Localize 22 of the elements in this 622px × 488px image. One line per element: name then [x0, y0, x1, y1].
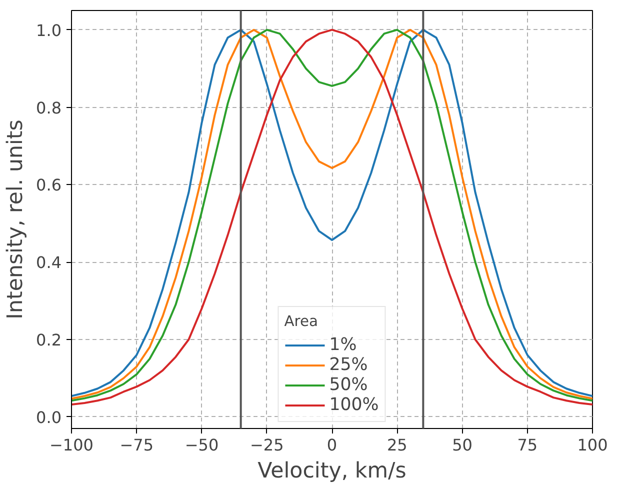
- x-tick-label: −75: [120, 436, 154, 454]
- y-tick-label: 0.4: [36, 253, 62, 272]
- x-tick-label: 100: [577, 436, 608, 454]
- y-tick-label: 0.6: [36, 176, 62, 195]
- legend-label: 25%: [329, 355, 368, 375]
- y-tick-label: 0.8: [36, 98, 62, 118]
- x-tick-label: −100: [50, 436, 94, 454]
- y-axis-title: Intensity, rel. units: [3, 120, 28, 320]
- x-tick-label: −25: [250, 436, 284, 454]
- y-tick-label: 1.0: [36, 20, 62, 40]
- legend-label: 1%: [329, 335, 357, 355]
- x-tick-label: −50: [184, 436, 219, 454]
- legend-title: Area: [284, 313, 319, 330]
- y-tick-label: 0.2: [36, 330, 62, 350]
- x-tick-label: 75: [517, 436, 538, 454]
- x-tick-label: 50: [452, 436, 472, 454]
- y-tick-label: 0.0: [36, 408, 62, 427]
- x-axis-title: Velocity, km/s: [258, 458, 406, 484]
- x-tick-label: 25: [386, 436, 408, 454]
- x-tick-label: 0: [326, 436, 338, 454]
- legend-label: 100%: [329, 395, 379, 415]
- legend-label: 50%: [329, 375, 368, 395]
